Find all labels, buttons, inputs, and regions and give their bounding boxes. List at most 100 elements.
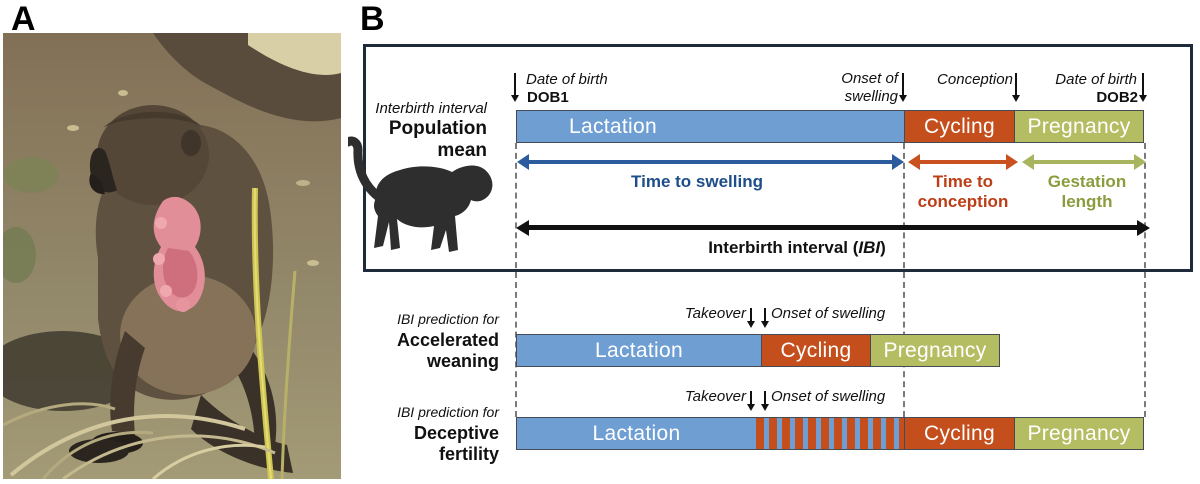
segment-cycling: Cycling [760, 334, 872, 367]
photo-dry-grass [62, 434, 276, 479]
photo-grass-stem [280, 270, 297, 479]
segment-label: Lactation [592, 421, 681, 445]
takeover-arrow [747, 308, 755, 328]
gelada-crest [103, 111, 203, 128]
event-onset-line1: Onset of [841, 70, 898, 87]
segment-lactation: Lactation [516, 417, 756, 450]
arrowhead-left [517, 154, 529, 170]
arrowhead-right [892, 154, 904, 170]
event-dob2-arrow [1139, 73, 1147, 102]
gestation-length-label-1: Gestation [1047, 172, 1127, 191]
event-dob2-italic: Date of birth [1055, 71, 1137, 88]
time-to-swelling-label: Time to swelling [631, 172, 763, 191]
takeover-label: Takeover [684, 388, 746, 405]
takeover-label: Takeover [684, 305, 746, 322]
segment-label: Pregnancy [1027, 114, 1131, 138]
ibi-label-italic: IBI [858, 238, 881, 257]
event-onset-line2: swelling [844, 88, 898, 105]
accelerated-weaning-bar: Lactation Cycling Pregnancy [516, 334, 1000, 367]
segment-pregnancy: Pregnancy [1014, 110, 1144, 143]
segment-label: Lactation [595, 338, 683, 362]
arrowhead-right [1006, 154, 1018, 170]
photo-dry-grass [9, 414, 246, 477]
arrowhead-right [1134, 154, 1146, 170]
time-to-conception-label-1: Time to [932, 172, 994, 191]
onset-of-swelling-label: Onset of swelling [771, 388, 886, 405]
gelada-chest-bead [155, 217, 167, 229]
gelada-chest-patch-inner [162, 248, 198, 298]
photo-moss [4, 157, 58, 193]
segment-lactation: Lactation [516, 110, 905, 143]
event-dob1-bold: DOB1 [527, 89, 569, 106]
segment-lactation: Lactation [516, 334, 762, 367]
gelada-ear [181, 130, 201, 156]
event-onset-arrow [899, 73, 907, 102]
gestation-length-label-2: length [1061, 192, 1113, 211]
arrow-shaft [917, 160, 1009, 164]
photo-dry-grass [152, 443, 266, 479]
row-label-italic: IBI prediction for [397, 311, 499, 327]
arrowhead-left [908, 154, 920, 170]
arrowhead-right [1137, 220, 1150, 236]
population-mean-box [363, 44, 1193, 272]
event-dob1-italic: Date of birth [526, 71, 608, 88]
photo-speck [118, 90, 128, 96]
row-label-bold: weaning [426, 351, 499, 371]
photo-dry-grass-patch [248, 33, 341, 75]
guide-line-dob1 [515, 143, 517, 417]
row-label-bold: mean [437, 140, 487, 161]
onset-arrow [761, 308, 769, 328]
panel-b-label: B [360, 0, 385, 38]
ibi-label-prefix: Interbirth interval ( [708, 238, 859, 257]
population-mean-row-label: Interbirth interval Population mean [340, 99, 487, 162]
event-dob2-bold: DOB2 [1096, 89, 1138, 106]
time-to-swelling-arrow [517, 154, 904, 170]
deceptive-fertility-bar: Lactation Cycling Pregnancy [516, 417, 1144, 450]
photo-speck [296, 180, 310, 186]
arrow-shaft [526, 160, 895, 164]
row-label-italic: IBI prediction for [397, 404, 499, 420]
gelada-head [97, 105, 209, 205]
gelada-chest-bead [176, 298, 190, 312]
silhouette-body [374, 165, 493, 252]
arrow-shaft [525, 225, 1141, 230]
gelada-photo [3, 33, 341, 479]
silhouette-tail [348, 136, 391, 207]
gelada-foot [69, 439, 129, 463]
guide-line-dob2 [1144, 143, 1146, 417]
guide-line-onset [903, 143, 905, 417]
event-dob1-arrow [511, 73, 519, 102]
gelada-chest-bead [160, 285, 172, 297]
population-mean-bar: Lactation Cycling Pregnancy [516, 110, 1144, 143]
segment-cycling: Cycling [903, 110, 1016, 143]
onset-of-swelling-label: Onset of swelling [771, 305, 886, 322]
photo-speck [67, 125, 79, 131]
interbirth-interval-label: Interbirth interval (IBI) [647, 238, 947, 258]
segment-label: Pregnancy [1027, 421, 1131, 445]
takeover-arrow [747, 391, 755, 411]
row-label-bold: Deceptive [413, 423, 499, 443]
ibi-label-suffix: ) [880, 238, 886, 257]
segment-label: Cycling [780, 338, 852, 362]
photo-grass-stem-highlight [253, 187, 272, 479]
row-label-bold: fertility [438, 444, 499, 464]
time-to-conception-arrow [908, 154, 1018, 170]
segment-label: Cycling [924, 421, 995, 445]
gelada-arm [110, 331, 145, 435]
photo-speck [307, 260, 319, 266]
photo-moss [3, 227, 36, 283]
segment-swelling-stripes [756, 417, 905, 450]
segment-label: Lactation [569, 114, 657, 138]
deceptive-fertility-row-label: IBI prediction for Deceptive fertility [352, 401, 499, 465]
gestation-length-arrow [1022, 154, 1146, 170]
segment-cycling: Cycling [903, 417, 1016, 450]
gelada-belly [120, 275, 256, 395]
arrowhead-left [516, 220, 529, 236]
segment-pregnancy: Pregnancy [870, 334, 1000, 367]
photo-dry-grass [3, 402, 116, 427]
row-label-bold: Population [388, 118, 487, 139]
gelada-silhouette-icon [348, 136, 493, 252]
arrow-shaft [1031, 160, 1137, 164]
segment-label: Cycling [924, 114, 995, 138]
